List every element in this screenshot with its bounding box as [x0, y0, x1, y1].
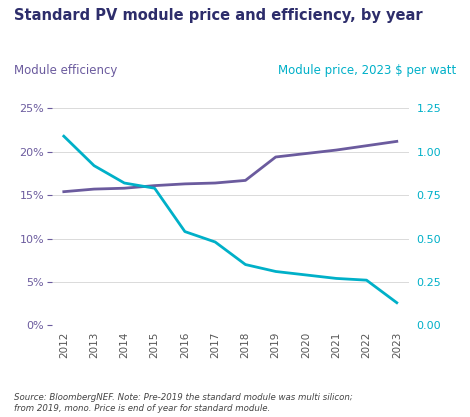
Text: Module efficiency: Module efficiency — [14, 64, 118, 77]
Text: Standard PV module price and efficiency, by year: Standard PV module price and efficiency,… — [14, 8, 423, 23]
Text: Source: BloombergNEF. Note: Pre-2019 the standard module was multi silicon;
from: Source: BloombergNEF. Note: Pre-2019 the… — [14, 393, 353, 413]
Text: Module price, 2023 $ per watt: Module price, 2023 $ per watt — [278, 64, 456, 77]
